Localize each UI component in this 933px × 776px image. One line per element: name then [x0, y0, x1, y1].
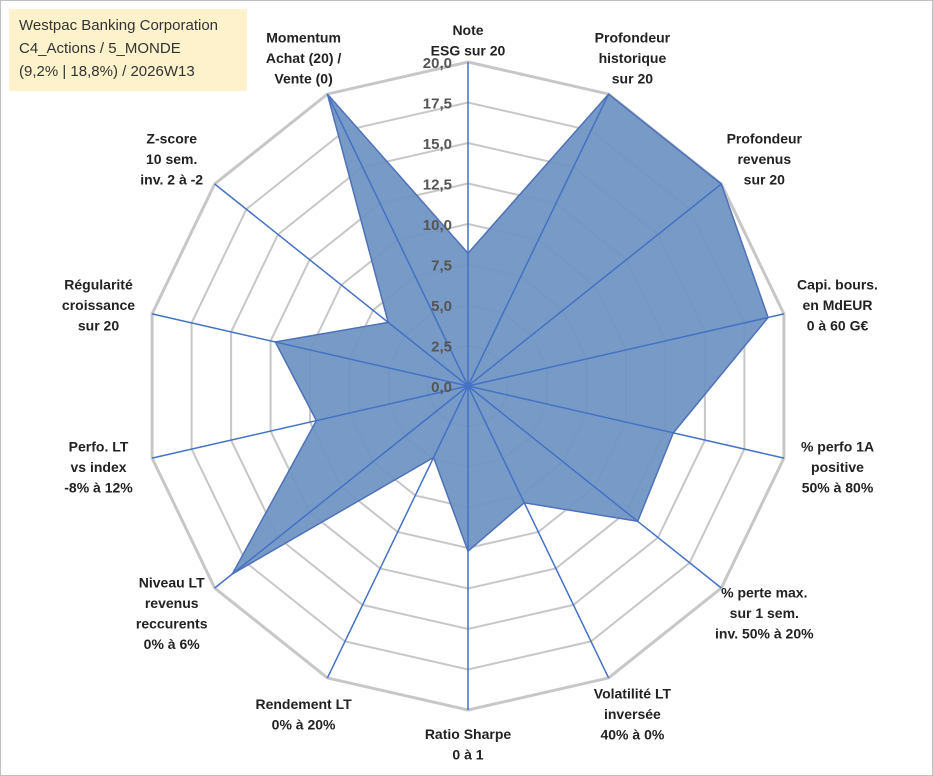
- company-name: Westpac Banking Corporation: [19, 17, 218, 34]
- axis-label-line: ESG sur 20: [431, 42, 506, 58]
- axis-label-line: Rendement LT: [255, 696, 352, 712]
- axis-label-line: 0 à 1: [452, 746, 483, 762]
- portfolio-category: C4_Actions / 5_MONDE: [19, 40, 181, 57]
- tick-label: 20,0: [423, 55, 452, 72]
- axis-label-line: Achat (20) /: [266, 50, 342, 66]
- axis-label-line: inv. 50% à 20%: [715, 626, 814, 642]
- axis-label-line: 0% à 6%: [144, 636, 201, 652]
- axis-labels: Note ESG sur 20 Profondeur historique sur 20…: [62, 22, 878, 763]
- axis-spoke-8: [326, 385, 469, 679]
- axis-label-line: Régularité: [64, 277, 133, 293]
- axis-label-line: inversée: [604, 706, 661, 722]
- axis-label-line: 40% à 0%: [600, 727, 664, 743]
- tick-label: 5,0: [431, 298, 452, 315]
- axis-spoke-9: [214, 385, 469, 589]
- axis-spoke-5: [467, 385, 722, 589]
- tick-label: 7,5: [431, 258, 452, 275]
- axis-label-line: Profondeur: [595, 30, 671, 46]
- axis-label-5: % perte max. sur 1 sem. inv. 50% à 20%: [715, 585, 814, 642]
- axis-label-0: Note ESG sur 20: [431, 22, 506, 59]
- axis-label-line: Z-score: [146, 131, 197, 147]
- axis-spoke-3: [467, 313, 785, 387]
- axis-label-2: Profondeur revenus sur 20: [727, 131, 803, 188]
- axis-label-line: 10 sem.: [146, 151, 197, 167]
- axis-label-6: Volatilité LT inversée 40% à 0%: [594, 686, 672, 743]
- axis-label-13: Momentum Achat (20) / Vente (0): [266, 30, 342, 87]
- tick-label: 17,5: [423, 96, 452, 113]
- axis-label-line: % perfo 1A: [801, 439, 874, 455]
- axis-layer: [151, 62, 785, 710]
- axis-label-line: Perfo. LT: [69, 439, 129, 455]
- axis-label-line: vs index: [70, 459, 126, 475]
- axis-label-line: revenus: [145, 595, 199, 611]
- axis-label-1: Profondeur historique sur 20: [595, 30, 671, 87]
- tick-label: 2,5: [431, 339, 452, 356]
- axis-spoke-12: [214, 183, 469, 387]
- axis-label-line: Momentum: [266, 30, 341, 46]
- axis-label-line: Profondeur: [727, 131, 803, 147]
- axis-label-line: 50% à 80%: [802, 480, 874, 496]
- axis-spoke-10: [151, 385, 469, 459]
- title-box: Westpac Banking Corporation C4_Actions /…: [9, 9, 247, 91]
- axis-label-line: inv. 2 à -2: [140, 172, 203, 188]
- axis-label-line: Volatilité LT: [594, 686, 672, 702]
- axis-label-12: Z-score 10 sem. inv. 2 à -2: [140, 131, 203, 188]
- axis-label-line: sur 20: [612, 71, 653, 87]
- axis-spoke-11: [151, 313, 469, 387]
- axis-label-line: Ratio Sharpe: [425, 726, 512, 742]
- axis-label-line: Note: [452, 22, 483, 38]
- axis-label-line: Capi. bours.: [797, 277, 878, 293]
- axis-spoke-4: [467, 385, 785, 459]
- axis-spoke-6: [467, 385, 610, 679]
- axis-label-line: -8% à 12%: [64, 480, 133, 496]
- axis-label-line: sur 20: [744, 172, 785, 188]
- axis-label-line: historique: [599, 50, 667, 66]
- axis-label-4: % perfo 1A positive 50% à 80%: [801, 439, 874, 496]
- axis-label-line: croissance: [62, 297, 135, 313]
- axis-spoke-2: [467, 183, 722, 387]
- axis-label-line: positive: [811, 459, 864, 475]
- tick-labels: 0,0 2,5 5,0 7,5 10,0 12,5 15,0 17,5 20,0: [423, 55, 452, 396]
- axis-label-line: reccurents: [136, 615, 208, 631]
- series-layer: [230, 93, 769, 576]
- axis-label-11: Régularité croissance sur 20: [62, 277, 135, 334]
- axis-label-line: Vente (0): [274, 71, 332, 87]
- axis-label-9: Niveau LT revenus reccurents 0% à 6%: [136, 574, 208, 652]
- tick-label: 10,0: [423, 217, 452, 234]
- axis-label-line: sur 20: [78, 318, 119, 334]
- axis-label-10: Perfo. LT vs index -8% à 12%: [64, 439, 133, 496]
- axis-label-line: Niveau LT: [139, 574, 205, 590]
- axis-spoke-13: [326, 93, 469, 387]
- axis-label-line: sur 1 sem.: [730, 605, 799, 621]
- tick-label: 12,5: [423, 177, 452, 194]
- tick-label: 15,0: [423, 136, 452, 153]
- axis-spoke-1: [467, 93, 610, 387]
- axis-label-8: Rendement LT 0% à 20%: [255, 696, 352, 733]
- axis-label-line: revenus: [737, 151, 791, 167]
- axis-label-line: 0 à 60 G€: [807, 318, 869, 334]
- axis-label-line: % perte max.: [721, 585, 807, 601]
- performance-week: (9,2% | 18,8%) / 2026W13: [19, 63, 195, 80]
- data-series-area: [230, 93, 769, 576]
- axis-label-line: 0% à 20%: [272, 716, 336, 732]
- axis-label-3: Capi. bours. en MdEUR 0 à 60 G€: [797, 277, 878, 334]
- tick-label: 0,0: [431, 379, 452, 396]
- axis-label-line: en MdEUR: [803, 297, 873, 313]
- axis-label-7: Ratio Sharpe 0 à 1: [425, 726, 512, 763]
